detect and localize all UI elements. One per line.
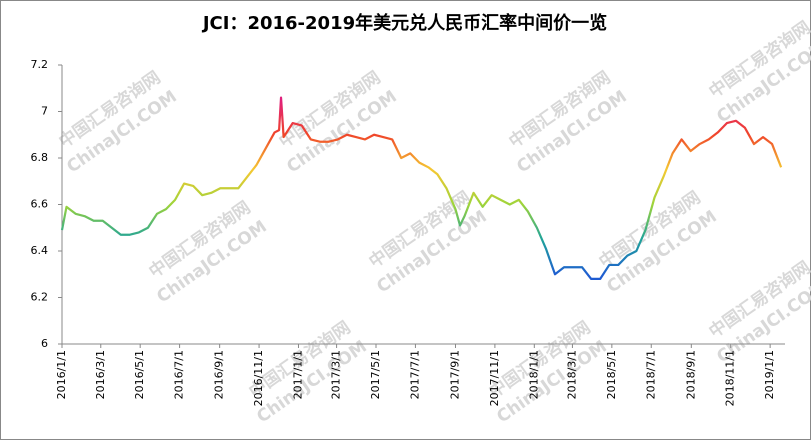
x-tick-label: 2017/7/1 — [408, 350, 421, 399]
chart-title: JCI：2016-2019年美元兑人民币汇率中间价一览 — [201, 12, 607, 34]
x-tick-label: 2016/7/1 — [173, 350, 186, 399]
y-tick-label: 6.8 — [31, 151, 49, 164]
x-tick-label: 2018/1/1 — [527, 350, 540, 399]
x-tick-label: 2017/5/1 — [369, 350, 382, 399]
x-tick-label: 2018/3/1 — [565, 350, 578, 399]
x-tick-label: 2016/5/1 — [133, 350, 146, 399]
y-tick-label: 6.4 — [31, 244, 49, 257]
y-tick-label: 7.2 — [31, 58, 49, 71]
x-tick-label: 2017/1/1 — [291, 350, 304, 399]
x-tick-label: 2018/11/1 — [724, 350, 737, 406]
y-tick-label: 6.2 — [31, 291, 49, 304]
series-line — [60, 96, 783, 280]
x-tick-label: 2017/3/1 — [330, 350, 343, 399]
x-tick-label: 2017/11/1 — [488, 350, 501, 406]
y-tick-label: 7 — [41, 105, 48, 118]
x-tick-label: 2018/5/1 — [605, 350, 618, 399]
x-tick-label: 2016/1/1 — [55, 350, 68, 399]
x-tick-label: 2016/9/1 — [213, 350, 226, 399]
x-tick-label: 2016/11/1 — [252, 350, 265, 406]
x-tick-label: 2019/1/1 — [763, 350, 776, 399]
x-tick-label: 2017/9/1 — [448, 350, 461, 399]
x-tick-label: 2016/3/1 — [94, 350, 107, 399]
x-tick-label: 2018/9/1 — [684, 350, 697, 399]
y-tick-label: 6.6 — [31, 198, 49, 211]
x-tick-label: 2018/7/1 — [644, 350, 657, 399]
y-tick-label: 6 — [41, 337, 48, 350]
